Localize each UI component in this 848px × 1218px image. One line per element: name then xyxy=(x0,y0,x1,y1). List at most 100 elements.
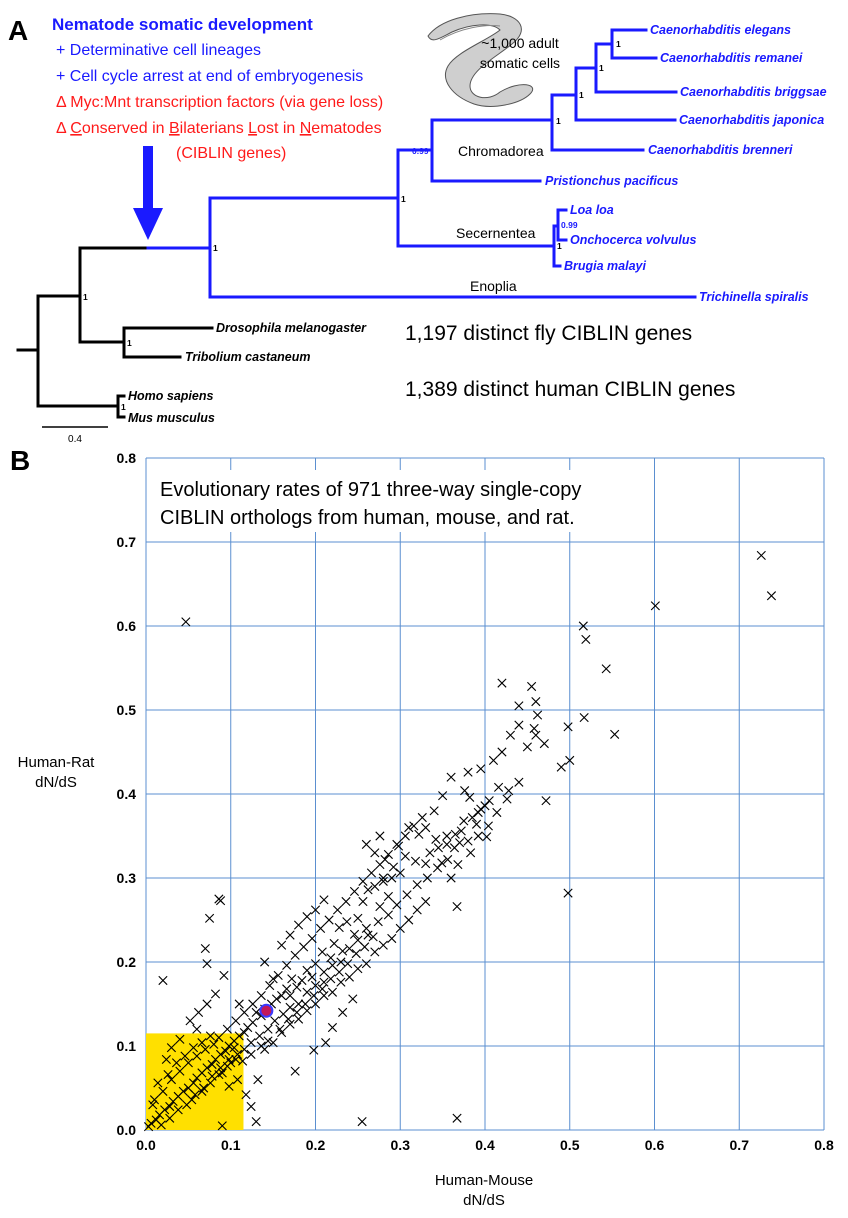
data-point xyxy=(309,1045,319,1055)
x-tick-label: 0.6 xyxy=(645,1137,665,1153)
y-tick-label: 0.8 xyxy=(117,450,137,466)
taxon-label: Mus musculus xyxy=(128,411,215,425)
annotation-heading: Nematode somatic development xyxy=(52,15,313,34)
data-point xyxy=(370,848,380,858)
data-point xyxy=(256,1041,266,1051)
y-tick-label: 0.3 xyxy=(117,870,137,886)
data-point xyxy=(452,1113,462,1123)
worm-caption-2: somatic cells xyxy=(480,55,560,71)
acronym-letter-n: N xyxy=(300,120,312,137)
data-point xyxy=(425,848,435,858)
data-point xyxy=(465,792,475,802)
data-point xyxy=(293,920,304,930)
data-point xyxy=(224,1081,234,1091)
data-point xyxy=(326,974,336,984)
data-point xyxy=(387,933,397,944)
x-tick-label: 0.4 xyxy=(475,1137,495,1153)
data-point xyxy=(334,922,344,933)
data-point xyxy=(766,591,777,601)
taxon-label: Caenorhabditis briggsae xyxy=(680,85,827,99)
data-point xyxy=(192,1073,202,1083)
x-tick-label: 0.3 xyxy=(391,1137,411,1153)
clade-enoplia: Enoplia xyxy=(470,278,517,294)
human-ciblin-count: 1,389 distinct human CIBLIN genes xyxy=(405,378,735,401)
data-point xyxy=(361,959,371,969)
data-point xyxy=(348,994,358,1004)
x-tick-label: 0.5 xyxy=(560,1137,580,1153)
data-point xyxy=(412,880,422,890)
data-point xyxy=(210,1054,221,1065)
data-point xyxy=(222,1061,232,1071)
data-point xyxy=(302,912,312,922)
data-point xyxy=(217,1121,227,1131)
data-point xyxy=(202,999,212,1009)
panel-a-label: A xyxy=(8,15,28,46)
taxon-label: Onchocerca volvulus xyxy=(570,233,696,247)
data-point xyxy=(315,923,326,933)
data-point xyxy=(273,970,283,981)
acronym-word-3: ost in xyxy=(257,120,300,137)
x-tick-label: 0.8 xyxy=(814,1137,834,1153)
support-value: 1 xyxy=(616,39,621,49)
data-point xyxy=(251,1117,261,1127)
acronym-word-4: ematodes xyxy=(311,120,381,137)
data-point xyxy=(531,697,541,707)
data-point xyxy=(265,980,275,991)
clade-chromadorea: Chromadorea xyxy=(458,143,544,159)
annotation-line-5: (CIBLIN genes) xyxy=(176,145,286,162)
data-point xyxy=(329,938,339,949)
data-point xyxy=(463,836,473,846)
data-point xyxy=(183,1058,193,1068)
data-point xyxy=(234,999,244,1009)
data-point xyxy=(476,804,486,814)
data-point xyxy=(192,1051,202,1061)
support-value: 1 xyxy=(121,402,126,412)
data-point xyxy=(246,1101,256,1112)
data-point xyxy=(452,901,462,912)
data-point xyxy=(166,1075,177,1085)
panel-b-label: B xyxy=(10,445,30,476)
data-point xyxy=(285,1019,295,1029)
support-value-099: 0.99 xyxy=(561,220,578,230)
data-point xyxy=(232,1075,243,1085)
taxon-label: Pristionchus pacificus xyxy=(545,174,678,188)
x-tick-label: 0.1 xyxy=(221,1137,241,1153)
data-point xyxy=(275,1024,285,1034)
data-point xyxy=(456,826,466,836)
data-point xyxy=(378,876,388,886)
data-point xyxy=(231,1016,241,1026)
data-point xyxy=(404,915,414,925)
data-point xyxy=(158,975,168,986)
data-point xyxy=(181,617,191,627)
y-axis-title-line-2: dN/dS xyxy=(35,774,77,791)
data-point xyxy=(307,933,317,944)
y-tick-label: 0.6 xyxy=(117,618,137,634)
support-value-099: 0.99 xyxy=(412,146,429,156)
data-point xyxy=(370,881,380,891)
data-point xyxy=(292,1007,302,1017)
data-point xyxy=(214,1033,224,1043)
data-point xyxy=(756,550,766,561)
x-tick-label: 0.7 xyxy=(730,1137,750,1153)
x-axis-title-line-1: Human-Mouse xyxy=(435,1172,533,1189)
data-point xyxy=(282,960,292,970)
worm-illustration: ~1,000 adult somatic cells xyxy=(427,13,560,107)
data-point xyxy=(556,762,566,772)
data-point xyxy=(332,905,343,915)
acronym-word-2: ilaterians xyxy=(180,120,248,137)
acronym-letter-c: C xyxy=(70,120,82,137)
data-points xyxy=(143,550,777,1132)
data-point xyxy=(392,839,402,849)
data-point xyxy=(402,890,412,900)
y-tick-label: 0.4 xyxy=(117,786,137,802)
data-point xyxy=(300,999,310,1009)
data-point xyxy=(310,905,321,915)
data-point xyxy=(268,1038,278,1048)
data-point xyxy=(400,851,410,861)
data-point xyxy=(317,984,327,994)
data-point xyxy=(166,1043,177,1053)
data-point xyxy=(263,1024,273,1034)
data-point xyxy=(541,796,551,806)
data-point xyxy=(154,1110,165,1120)
